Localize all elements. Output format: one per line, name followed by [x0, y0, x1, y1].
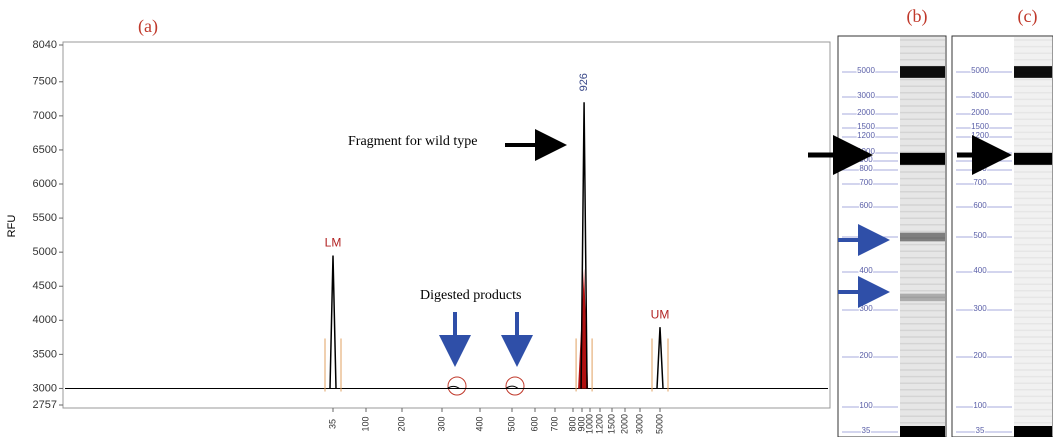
- ladder-label: 200: [973, 351, 987, 360]
- gel-band: [1014, 426, 1052, 437]
- gel-band: [1014, 66, 1052, 78]
- peak-label: UM: [651, 307, 670, 321]
- annotation: Fragment for wild type: [348, 134, 477, 149]
- x-tick-label: 2000: [619, 414, 629, 434]
- ladder-label: 1500: [857, 122, 875, 131]
- ladder-label: 300: [859, 304, 873, 313]
- x-tick-label: 3000: [634, 414, 644, 434]
- gel-band: [1014, 153, 1052, 165]
- y-tick-label: 8040: [33, 39, 57, 51]
- x-tick-label: 300: [436, 416, 446, 431]
- gel-band: [900, 153, 945, 165]
- figure: (a) RFU Fragment for wild type Digested …: [0, 0, 1053, 437]
- peak-label: 926: [578, 73, 590, 91]
- y-tick-label: 6000: [33, 178, 57, 190]
- ladder-label: 1200: [857, 131, 875, 140]
- x-tick-label: 200: [396, 416, 406, 431]
- ladder-label: 5000: [857, 66, 875, 75]
- y-tick-label: 7500: [33, 76, 57, 88]
- ladder-label: 900: [859, 155, 873, 164]
- panel-label: (b): [907, 6, 928, 27]
- y-axis-label: RFU: [6, 215, 18, 238]
- peak-label: LM: [325, 236, 342, 250]
- ladder-label: 2000: [971, 108, 989, 117]
- x-tick-label: 600: [529, 416, 539, 431]
- y-tick-label: 4000: [33, 314, 57, 326]
- ladder-label: 600: [973, 201, 987, 210]
- ladder-label: 1200: [971, 131, 989, 140]
- ladder-label: 800: [859, 164, 873, 173]
- gel-band: [900, 66, 945, 78]
- gel-band: [900, 426, 945, 437]
- x-tick-label: 1000: [584, 414, 594, 434]
- x-tick-label: 100: [360, 416, 370, 431]
- ladder-label: 5000: [971, 66, 989, 75]
- y-tick-label: 5500: [33, 212, 57, 224]
- y-tick-label: 5000: [33, 246, 57, 258]
- ladder-label: 800: [973, 164, 987, 173]
- x-tick-label: 1500: [606, 414, 616, 434]
- plot-frame: [63, 42, 830, 408]
- gel-band: [900, 294, 945, 302]
- ladder-label: 400: [859, 266, 873, 275]
- ladder-label: 3000: [857, 91, 875, 100]
- x-tick-label: 500: [506, 416, 516, 431]
- annotation: Digested products: [420, 288, 521, 303]
- x-tick-label: 700: [549, 416, 559, 431]
- highlight: [448, 377, 466, 395]
- ladder-label: 3000: [971, 91, 989, 100]
- ladder-label: 2000: [857, 108, 875, 117]
- x-tick-label: 1200: [594, 414, 604, 434]
- x-tick-label: 400: [474, 416, 484, 431]
- ladder-label: 35: [862, 426, 871, 435]
- x-tick-label: 35: [327, 419, 337, 429]
- peak: [330, 256, 336, 389]
- y-tick-label: 7000: [33, 110, 57, 122]
- y-tick-label: 3000: [33, 382, 57, 394]
- ladder-label: 400: [973, 266, 987, 275]
- ladder-label: 35: [976, 426, 985, 435]
- y-tick-label: 6500: [33, 144, 57, 156]
- y-tick-label: 4500: [33, 280, 57, 292]
- ladder-label: 200: [859, 351, 873, 360]
- ladder-label: 100: [973, 401, 987, 410]
- ladder-label: 1500: [971, 122, 989, 131]
- panel-label: (c): [1018, 6, 1038, 27]
- ladder-label: 700: [973, 178, 987, 187]
- x-tick-label: 5000: [654, 414, 664, 434]
- ladder-label: 300: [973, 304, 987, 313]
- ladder-label: 100: [859, 401, 873, 410]
- ladder-label: 600: [859, 201, 873, 210]
- peak: [657, 327, 663, 388]
- panel-label: (a): [138, 16, 158, 37]
- y-tick-label: 3500: [33, 348, 57, 360]
- ladder-label: 500: [973, 231, 987, 240]
- y-tick-label: 2757: [33, 399, 57, 411]
- ladder-label: 700: [859, 178, 873, 187]
- highlight: [506, 377, 524, 395]
- gel-band: [900, 233, 945, 242]
